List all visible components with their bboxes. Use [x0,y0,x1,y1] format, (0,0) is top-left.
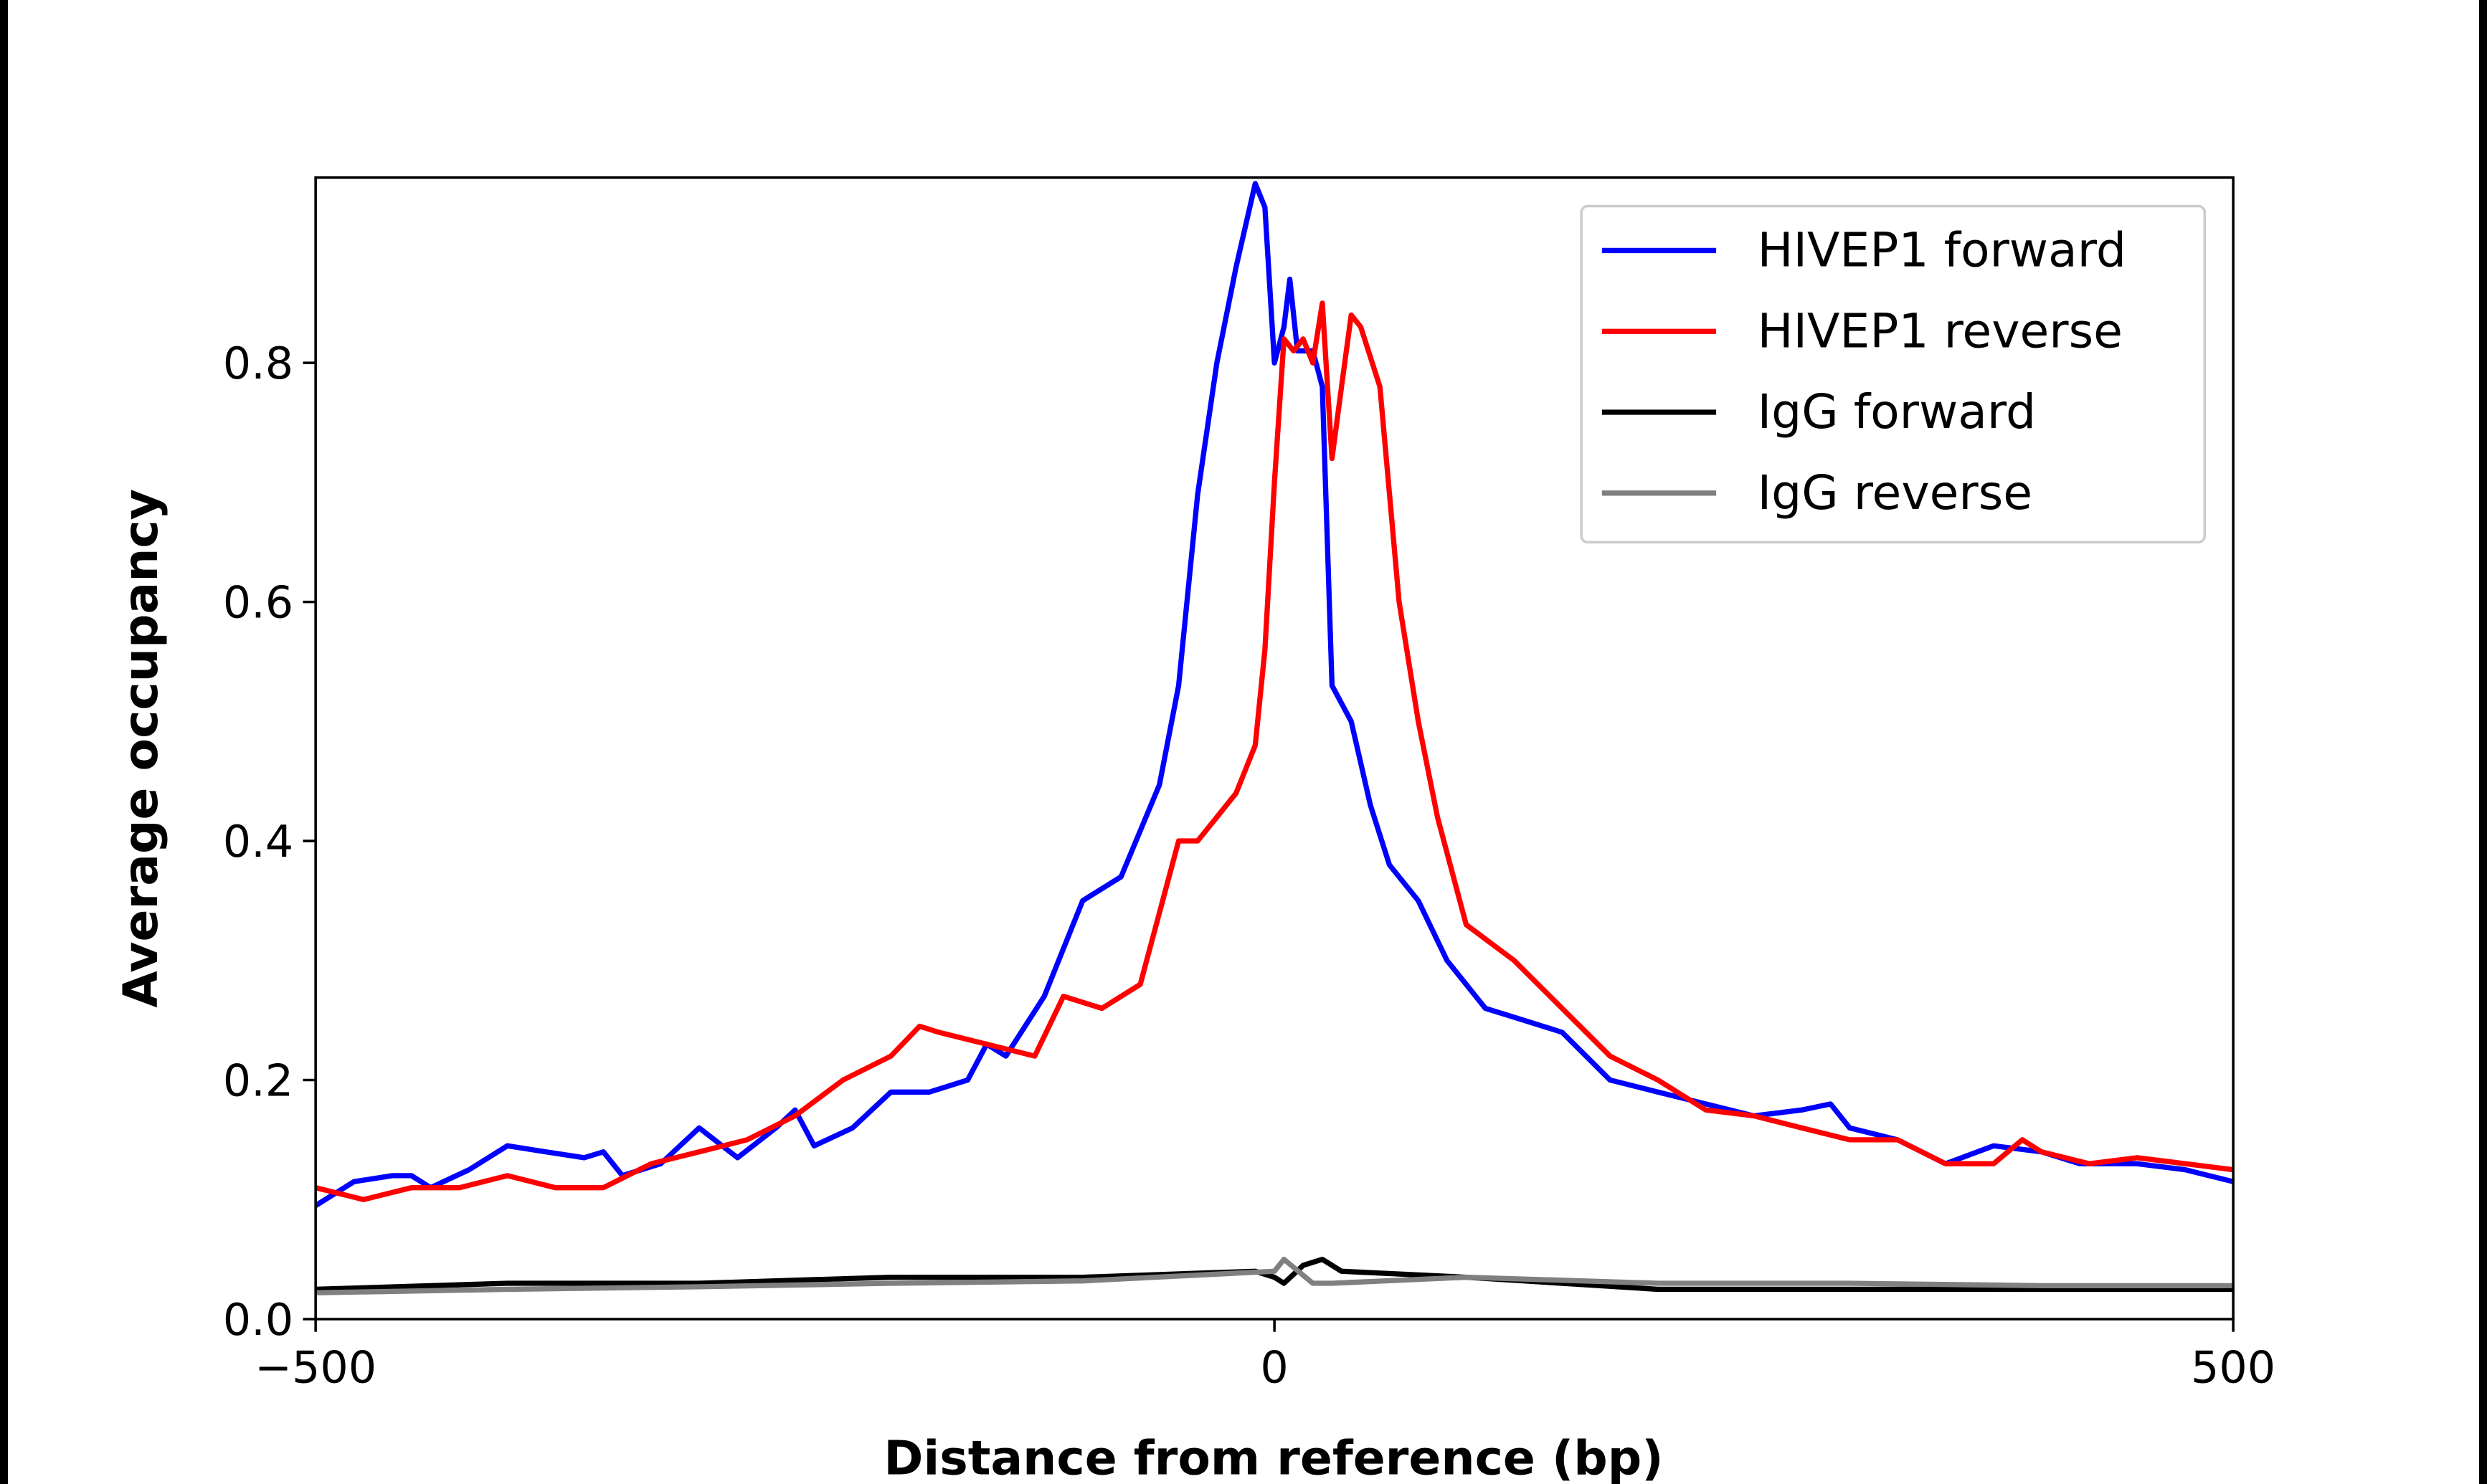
x-tick-label: 0 [1260,1341,1288,1393]
legend-label: IgG reverse [1758,465,2032,520]
y-tick-label: 0.2 [223,1055,293,1107]
y-axis-label: Average occupancy [113,489,169,1008]
legend-label: HIVEP1 reverse [1758,303,2123,358]
y-tick-label: 0.6 [223,577,293,629]
y-tick-label: 0.0 [223,1294,293,1346]
y-tick-label: 0.4 [223,816,293,867]
x-axis-label: Distance from reference (bp) [884,1430,1663,1484]
series-line-igg-reverse [316,1256,2234,1295]
x-tick-label: 500 [2191,1341,2275,1393]
series-line-hivep1-reverse [315,300,2234,1202]
ticks-layer: −500 0 500 0.0 0.2 0.4 0.6 0.8 [223,338,2275,1393]
series-line-igg-forward [316,1256,2234,1293]
legend-label: IgG forward [1758,384,2036,439]
right-border [2478,0,2487,1484]
x-tick-label: −500 [255,1341,376,1393]
legend: HIVEP1 forward HIVEP1 reverse IgG forward I… [1580,204,2207,544]
legend-box [1580,204,2207,544]
y-tick-label: 0.8 [223,338,293,389]
legend-label: HIVEP1 forward [1758,222,2126,278]
left-border [0,0,9,1484]
series-layer [314,181,2235,1295]
